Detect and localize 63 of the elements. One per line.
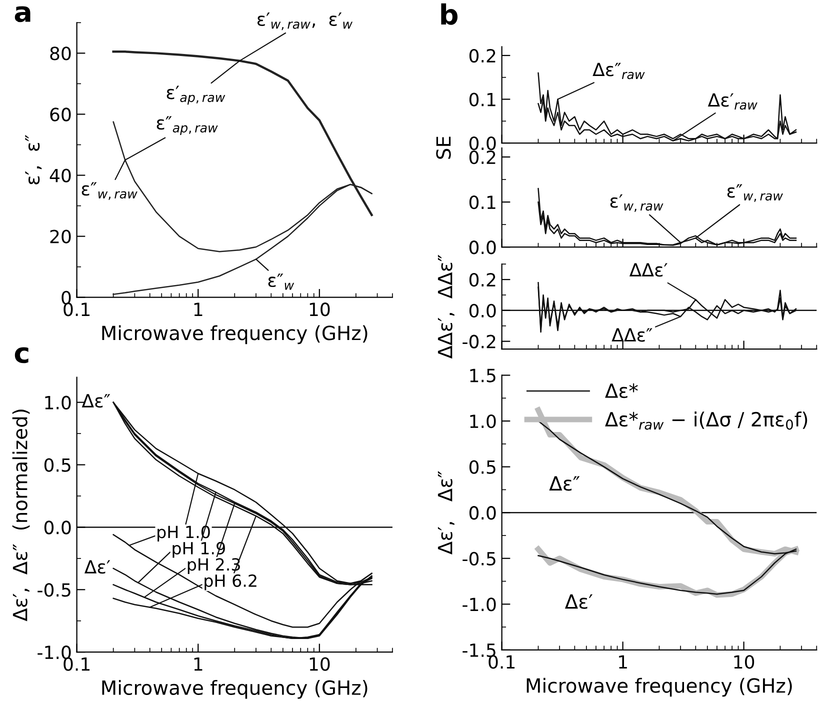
annotation: ΔΔε′	[629, 263, 668, 277]
x-axis-title: Microwave frequency (GHz)	[102, 680, 368, 699]
y-tick-label: 0.0	[469, 136, 496, 150]
y-tick-label: 1.0	[470, 414, 496, 428]
y-tick-label: 0.0	[469, 506, 496, 520]
chart-title: a	[14, 6, 30, 22]
annotation: ε′$_{ap,raw}$	[166, 86, 226, 105]
annotation: pH 6.2	[204, 574, 256, 590]
y-tick-label: 1.0	[45, 396, 71, 410]
y-axis-title: ΔΔε′, ΔΔε″	[438, 254, 454, 359]
annotation: ε′$_{w,raw}$	[610, 194, 664, 212]
annotation: ΔΔε″	[612, 328, 652, 342]
y-tick-label: 0.0	[469, 304, 496, 318]
annotation: Δε′	[84, 560, 110, 574]
y-tick-label: 1.5	[470, 368, 496, 382]
y-tick-label: 0.1	[469, 92, 496, 106]
y-tick-label: 0.1	[469, 195, 496, 210]
legend-label: Δε*$_{raw}$ − i(Δσ / 2πε$_{0}$f)	[605, 412, 808, 430]
x-tick-label: 10	[310, 657, 330, 671]
x-tick-label: 0.1	[488, 655, 515, 669]
y-tick-label: 40	[50, 168, 71, 182]
y-tick-label: -0.2	[462, 334, 496, 348]
y-tick-label: 60	[50, 108, 71, 122]
legend-label: Δε*	[605, 383, 638, 398]
annotation: ε″$_{w,raw}$	[82, 182, 138, 200]
x-tick-label: 1	[194, 657, 202, 671]
y-tick-label: 0.2	[469, 48, 496, 63]
x-tick-label: 10	[310, 302, 330, 316]
chart-title: c	[14, 347, 28, 364]
annotation: ε′$_{w,raw}$, ε′$_{w}$	[257, 12, 353, 30]
annotation: Δε″	[82, 394, 110, 408]
y-tick-label: -1.5	[462, 644, 496, 658]
annotation: Δε′	[564, 594, 593, 609]
y-tick-label: -0.5	[462, 552, 496, 566]
x-axis-title: Microwave frequency (GHz)	[526, 678, 792, 697]
x-tick-label: 0.1	[64, 657, 90, 671]
annotation: Δε′$_{raw}$	[708, 93, 758, 110]
y-tick-label: 0.0	[469, 240, 496, 254]
annotation: Δε″$_{raw}$	[592, 62, 645, 80]
y-tick-label: -1.0	[38, 646, 71, 660]
x-tick-label: 10	[734, 655, 754, 669]
annotation: Δε″	[549, 476, 580, 491]
x-tick-label: 1	[619, 655, 627, 669]
x-tick-label: 0.1	[64, 302, 90, 316]
y-tick-label: 80	[50, 46, 71, 60]
y-axis-title: Δε′, Δε″ (normalized)	[12, 410, 30, 622]
y-axis-title: SE	[436, 136, 451, 159]
y-tick-label: 0.5	[44, 458, 70, 472]
x-axis-title: Microwave frequency (GHz)	[102, 325, 368, 344]
y-tick-label: -0.5	[38, 583, 70, 597]
y-tick-label: 0.5	[469, 460, 496, 474]
y-axis-title: Δε′, Δε″	[438, 471, 454, 554]
y-axis-title: ε′, ε″	[25, 134, 42, 184]
y-tick-label: 20	[50, 230, 71, 244]
y-tick-label: -1.0	[462, 598, 496, 612]
y-tick-label: 0.2	[469, 272, 496, 287]
annotation: ε″$_{ap,raw}$	[156, 116, 218, 135]
chart-title: b	[441, 3, 458, 25]
y-tick-label: 0.0	[44, 520, 71, 534]
y-tick-label: 0.2	[469, 150, 496, 164]
annotation: ε″$_{w}$	[268, 274, 294, 290]
annotation: ε″$_{w,raw}$	[727, 184, 783, 202]
x-tick-label: 1	[194, 302, 202, 316]
